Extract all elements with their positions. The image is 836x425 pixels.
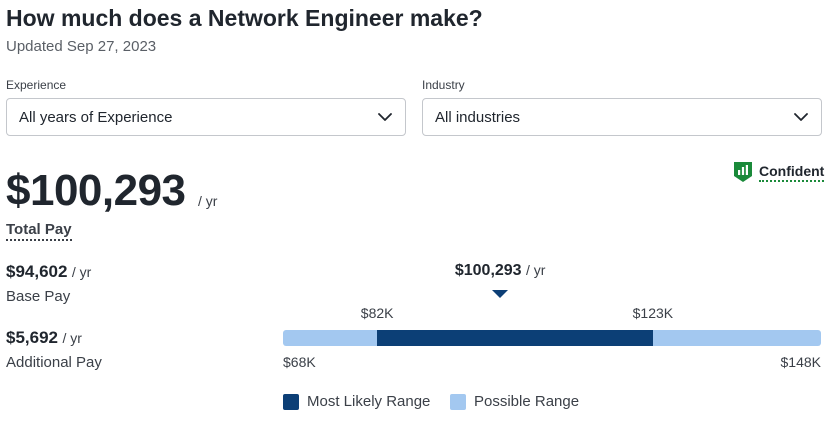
likely-low-label: $82K	[360, 305, 394, 321]
additional-pay-label: Additional Pay	[6, 354, 102, 371]
experience-label: Experience	[6, 78, 67, 92]
industry-label: Industry	[422, 78, 465, 92]
possible-legend-label: Possible Range	[474, 393, 580, 410]
total-pay-amount: $100,293	[6, 166, 186, 215]
likely-high-label: $123K	[632, 305, 674, 321]
chevron-down-icon	[793, 109, 809, 125]
possible-swatch	[450, 393, 466, 410]
page-title: How much does a Network Engineer make?	[6, 5, 483, 31]
additional-pay-unit: / yr	[62, 330, 82, 346]
experience-select-value: All years of Experience	[19, 108, 173, 126]
confidence-label: Confident	[759, 163, 825, 182]
industry-select-value: All industries	[435, 108, 521, 126]
base-pay-unit: / yr	[71, 264, 92, 280]
range-max-label: $148K	[780, 354, 821, 370]
experience-select[interactable]: All years of Experience	[6, 98, 406, 136]
confidence-indicator[interactable]: Confident	[733, 161, 825, 183]
legend-possible: Possible Range	[450, 393, 579, 410]
most-likely-range-bar	[377, 330, 653, 346]
base-pay-label: Base Pay	[6, 288, 71, 305]
bar-chart-badge-icon	[733, 161, 753, 183]
base-pay: $94,602 / yr	[6, 262, 91, 282]
additional-pay-amount: $5,692	[6, 328, 58, 347]
median-marker-icon	[492, 290, 509, 298]
additional-pay: $5,692 / yr	[6, 328, 82, 348]
most-likely-legend-label: Most Likely Range	[307, 393, 431, 410]
median-pay-unit: / yr	[526, 262, 546, 278]
total-pay-unit: / yr	[198, 193, 218, 209]
legend-most-likely: Most Likely Range	[283, 393, 430, 410]
base-pay-amount: $94,602	[6, 262, 68, 281]
most-likely-swatch	[283, 393, 299, 410]
total-pay-label[interactable]: Total Pay	[6, 221, 72, 241]
chevron-down-icon	[377, 109, 393, 125]
median-pay-amount: $100,293	[454, 262, 522, 279]
median-pay-label: $100,293 / yr	[455, 262, 546, 280]
industry-select[interactable]: All industries	[422, 98, 822, 136]
updated-date: Updated Sep 27, 2023	[6, 38, 157, 55]
range-min-label: $68K	[283, 354, 316, 370]
